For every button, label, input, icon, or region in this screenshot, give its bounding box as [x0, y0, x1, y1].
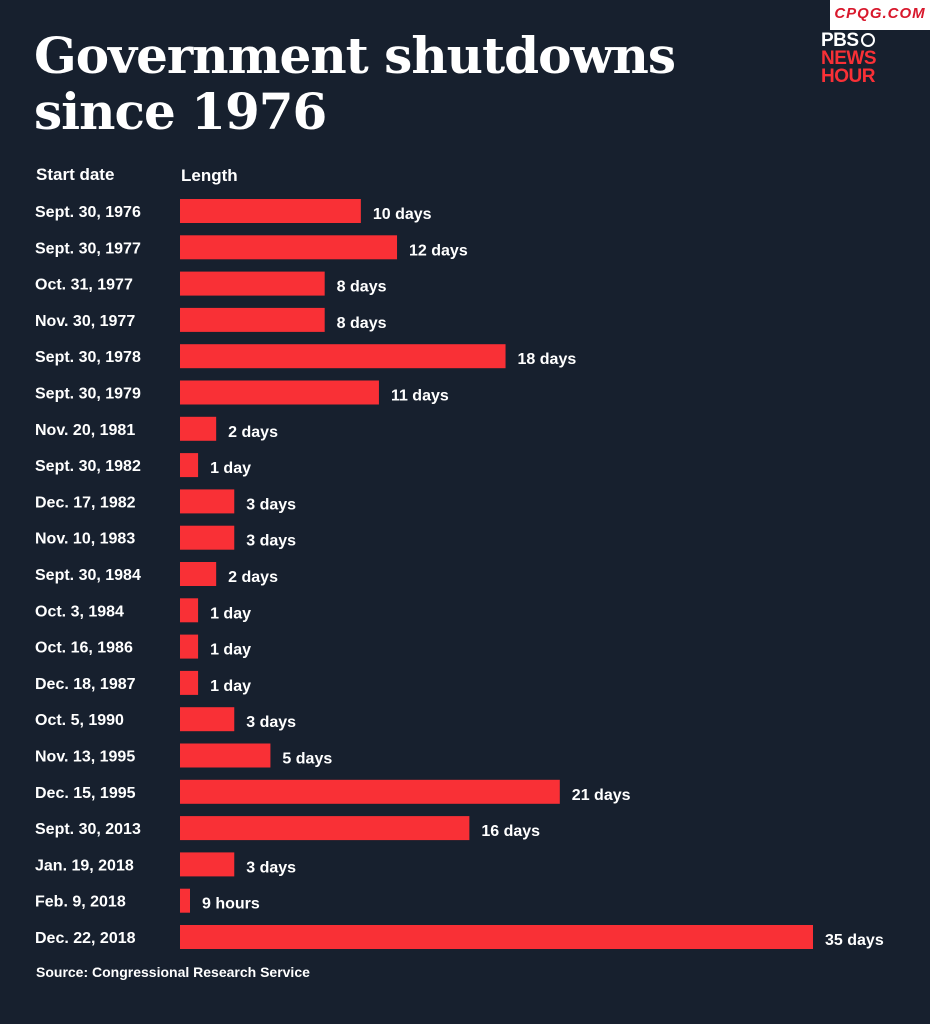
- value-label: 1 day: [210, 460, 251, 477]
- category-label: Oct. 31, 1977: [35, 277, 133, 294]
- bar: [180, 235, 398, 260]
- value-label: 21 days: [572, 787, 631, 804]
- category-label: Oct. 3, 1984: [35, 603, 124, 620]
- bar: [180, 380, 379, 405]
- value-label: 9 hours: [202, 896, 260, 913]
- category-label: Sept. 30, 1977: [35, 240, 141, 257]
- category-label: Sept. 30, 1976: [35, 204, 141, 221]
- logo-news: NEWS: [821, 48, 877, 69]
- bar: [180, 743, 271, 768]
- pbs-newshour-logo: PBS NEWS HOUR: [821, 30, 877, 87]
- bar: [180, 634, 199, 659]
- value-label: 10 days: [373, 206, 432, 223]
- value-label: 3 days: [246, 714, 296, 731]
- value-label: 1 day: [210, 678, 251, 695]
- value-label: 18 days: [518, 351, 577, 368]
- value-label: 11 days: [391, 388, 449, 405]
- bar: [180, 199, 361, 223]
- value-label: 1 day: [210, 605, 251, 622]
- value-label: 3 days: [246, 533, 296, 550]
- category-label: Jan. 19, 2018: [35, 857, 134, 874]
- bar: [180, 888, 190, 913]
- category-label: Dec. 17, 1982: [35, 494, 136, 511]
- bar: [180, 779, 560, 804]
- category-label: Dec. 22, 2018: [35, 930, 136, 947]
- chart-title: Government shutdowns since 1976: [34, 26, 676, 141]
- category-label: Sept. 30, 1978: [35, 349, 141, 366]
- bar: [180, 525, 235, 550]
- value-label: 1 day: [210, 642, 251, 659]
- bar: [180, 598, 199, 623]
- category-label: Oct. 5, 1990: [35, 712, 124, 729]
- category-label: Feb. 9, 2018: [35, 894, 126, 911]
- category-label: Nov. 30, 1977: [35, 313, 135, 330]
- bar: [180, 925, 813, 949]
- header-start-date: Start date: [36, 165, 114, 184]
- bar: [180, 307, 325, 332]
- value-label: 8 days: [337, 315, 387, 332]
- bar: [180, 562, 217, 586]
- category-label: Nov. 20, 1981: [35, 422, 135, 439]
- logo-pbs: PBS: [821, 30, 859, 51]
- bar: [180, 852, 235, 877]
- category-label: Dec. 15, 1995: [35, 785, 136, 802]
- bar: [180, 489, 235, 514]
- bar: [180, 816, 470, 841]
- source-note: Source: Congressional Research Service: [36, 964, 310, 980]
- value-label: 16 days: [481, 823, 540, 840]
- category-label: Nov. 10, 1983: [35, 531, 135, 548]
- value-label: 2 days: [228, 569, 278, 586]
- watermark: CPQG.COM: [830, 0, 930, 30]
- bar: [180, 453, 199, 478]
- category-label: Nov. 13, 1995: [35, 749, 135, 766]
- bar: [180, 670, 199, 695]
- value-label: 3 days: [246, 859, 296, 876]
- logo-hour: HOUR: [821, 66, 875, 87]
- category-label: Sept. 30, 2013: [35, 821, 141, 838]
- header-length: Length: [181, 166, 238, 185]
- category-label: Sept. 30, 1982: [35, 458, 141, 475]
- value-label: 5 days: [282, 751, 332, 768]
- value-label: 35 days: [825, 932, 884, 949]
- bar: [180, 344, 506, 369]
- value-label: 8 days: [337, 279, 387, 296]
- bar: [180, 416, 217, 441]
- pbs-head-icon: [860, 33, 875, 47]
- value-label: 3 days: [246, 496, 296, 513]
- bar: [180, 707, 235, 732]
- category-label: Sept. 30, 1979: [35, 386, 141, 403]
- category-label: Sept. 30, 1984: [35, 567, 141, 584]
- value-label: 2 days: [228, 424, 278, 441]
- value-label: 12 days: [409, 242, 468, 259]
- bar: [180, 271, 325, 296]
- category-label: Oct. 16, 1986: [35, 640, 133, 657]
- category-label: Dec. 18, 1987: [35, 676, 136, 693]
